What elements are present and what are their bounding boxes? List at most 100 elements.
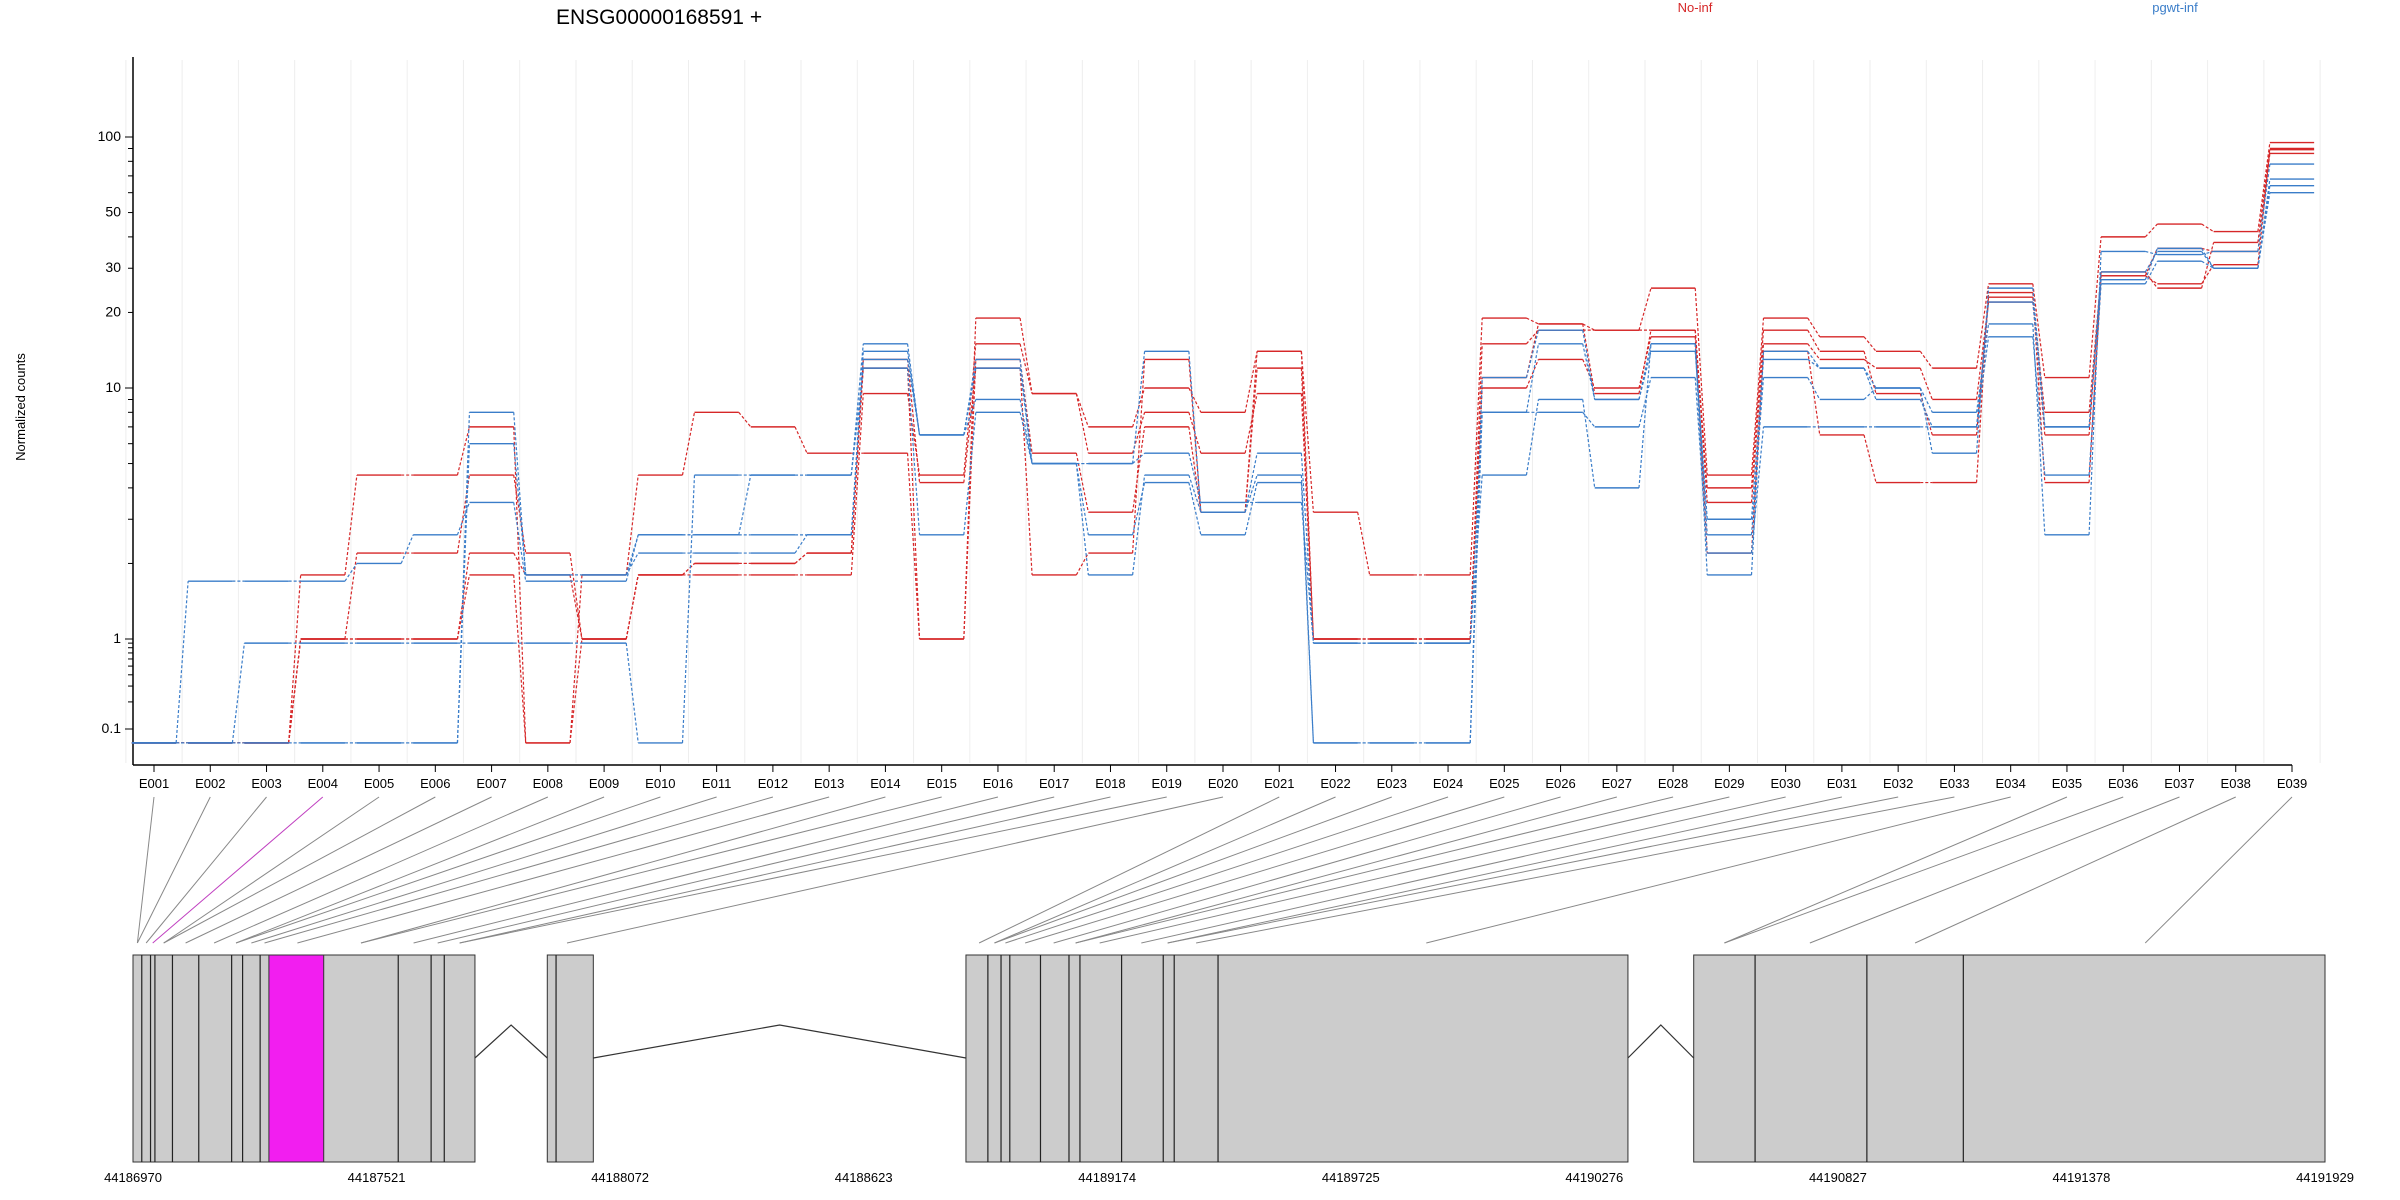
series-connector [906, 368, 921, 535]
y-tick-label: 0.1 [102, 720, 122, 736]
series-connector [1807, 317, 1821, 338]
series-connector [1919, 387, 1933, 454]
series-connector [963, 399, 977, 436]
series-connector [1019, 317, 1033, 394]
legend-label-pgwt-inf: pgwt-inf [2152, 0, 2198, 15]
series-connector [1300, 393, 1314, 640]
series-connector [625, 474, 639, 575]
series-connector [344, 474, 358, 575]
series-connector [1132, 351, 1146, 464]
exon-connector [1809, 796, 2180, 944]
series-connector [2032, 283, 2046, 378]
x-tick-label: E009 [589, 776, 619, 791]
series-connector [288, 638, 302, 744]
series-connector [681, 412, 696, 476]
series-connector [963, 359, 977, 640]
series-connector [2257, 149, 2271, 265]
series-connector [963, 343, 977, 476]
series-connector [513, 443, 527, 575]
x-tick-label: E003 [251, 776, 281, 791]
series-connector [1863, 367, 1877, 389]
series-connector [1975, 288, 1990, 454]
series-connector [1638, 377, 1652, 428]
series-connector [2144, 223, 2158, 238]
series-connector [513, 574, 527, 743]
series-connector [2201, 247, 2214, 253]
series-connector [1750, 317, 1765, 476]
x-tick-label: E023 [1377, 776, 1407, 791]
series-connector [1750, 351, 1765, 575]
series-line [131, 141, 2315, 744]
series-connector [1525, 399, 1540, 476]
series-connector [794, 534, 808, 554]
x-tick-label: E024 [1433, 776, 1463, 791]
x-axis: E001 E002 E003 E004 E005 E006 E007 E008 E009 E010… [133, 764, 2307, 791]
coordinate-label: 44186970 [104, 1170, 162, 1185]
series-connector [1807, 350, 1821, 369]
series-lines [131, 141, 2315, 744]
series-connector [1694, 351, 1708, 520]
x-tick-label: E012 [758, 776, 788, 791]
coordinate-label: 44189174 [1078, 1170, 1136, 1185]
series-connector [1075, 393, 1089, 454]
series-connector [2088, 236, 2102, 378]
exon-connector [1724, 796, 2124, 944]
series-connector [1807, 358, 1821, 369]
series-connector [906, 368, 921, 640]
exon-connector [1196, 796, 1955, 944]
series-connector [1188, 426, 1202, 513]
series-connector [1188, 453, 1202, 503]
series-connector [1638, 343, 1652, 400]
series-connector [1526, 317, 1539, 325]
series-line [131, 147, 2315, 744]
series-connector [2032, 301, 2046, 413]
exon-connector [1024, 796, 1505, 944]
series-connector [738, 474, 752, 535]
exon-connector [437, 796, 1055, 944]
exon-connector [1053, 796, 1561, 944]
series-connector [2032, 336, 2046, 476]
series-connector [1525, 359, 1540, 389]
series-connector [1638, 343, 1652, 488]
series-connector [513, 474, 527, 554]
series-connector [2257, 185, 2271, 269]
exon-connector [459, 796, 1111, 944]
series-connector [1807, 343, 1821, 360]
series-connector [2088, 271, 2102, 427]
x-tick-label: E019 [1152, 776, 1182, 791]
chart-title: ENSG00000168591 + [556, 6, 762, 29]
exon-connector [136, 796, 155, 944]
x-tick-label: E005 [364, 776, 394, 791]
exon-block [1693, 954, 2326, 1163]
series-connector [1863, 336, 1877, 352]
series-connector [1694, 330, 1708, 503]
series-connector [2257, 148, 2271, 243]
x-tick-label: E025 [1489, 776, 1519, 791]
exon-connector [978, 796, 1280, 944]
highlighted-exon [268, 954, 325, 1163]
series-line [131, 178, 2315, 744]
series-connector [1075, 393, 1089, 428]
coordinate-label: 44190827 [1809, 1170, 1867, 1185]
series-connector [569, 574, 583, 743]
exon-connector [1167, 796, 1843, 944]
exon-connector [264, 796, 774, 944]
exon-connector [1075, 796, 1617, 944]
series-line [131, 152, 2315, 744]
x-tick-label: E029 [1714, 776, 1744, 791]
series-connector [1807, 377, 1821, 400]
exon-connector [251, 796, 717, 944]
series-connector [1863, 351, 1877, 394]
x-tick-label: E002 [195, 776, 225, 791]
series-connector [569, 574, 583, 640]
coordinate-label: 44189725 [1322, 1170, 1380, 1185]
series-connector [1919, 367, 1933, 400]
series-connector [2144, 260, 2158, 285]
x-tick-label: E034 [1995, 776, 2025, 791]
grid [125, 60, 2321, 763]
series-connector [2144, 251, 2158, 273]
x-tick-label: E016 [983, 776, 1013, 791]
series-connector [1300, 502, 1314, 644]
coordinate-label: 44191378 [2053, 1170, 2111, 1185]
